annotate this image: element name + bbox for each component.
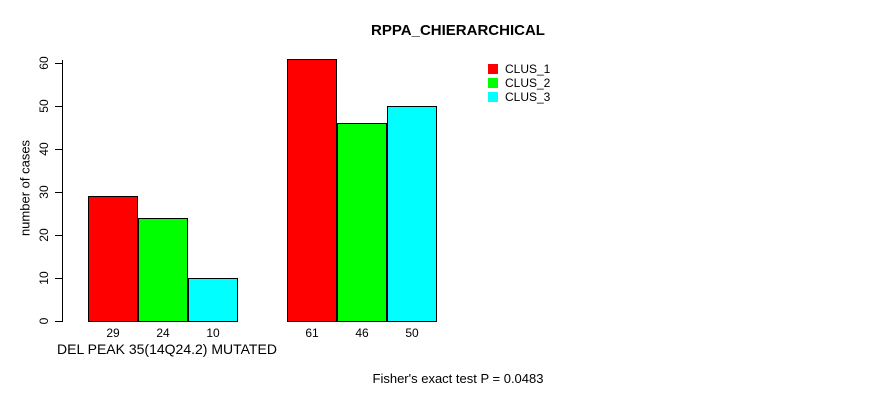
legend-swatch-icon [488,92,498,102]
y-tick-label: 10 [37,271,51,285]
bar-value-label: 10 [206,326,220,340]
bar-clus_1-group1 [88,196,138,322]
bar-value-label: 29 [106,326,120,340]
legend-item: CLUS_2 [488,76,550,90]
fisher-test-annotation: Fisher's exact test P = 0.0483 [372,371,544,386]
y-tick-label: 0 [37,317,51,325]
legend-item: CLUS_1 [488,62,550,76]
bar-value-label: 24 [156,326,170,340]
x-axis-title: DEL PEAK 35(14Q24.2) MUTATED [57,341,277,357]
bar-clus_1-group2 [287,59,337,322]
bar-clus_2-group1 [138,218,188,322]
legend-item-label: CLUS_2 [505,76,551,90]
y-tick-label: 30 [37,185,51,199]
bar-clus_2-group2 [337,123,387,322]
y-axis-line [62,60,63,322]
y-tick-label: 20 [37,228,51,242]
y-tick-mark [55,148,63,150]
chart-title: RPPA_CHIERARCHICAL [371,22,545,39]
bar-value-label: 50 [405,326,419,340]
bar-value-label: 46 [355,326,369,340]
y-tick-mark [55,105,63,107]
y-tick-label: 50 [37,99,51,113]
y-tick-mark [55,320,63,322]
bar-clus_3-group2 [387,106,437,322]
legend-item-label: CLUS_1 [505,62,551,76]
legend-swatch-icon [488,78,498,88]
y-tick-mark [55,191,63,193]
y-tick-label: 60 [37,56,51,70]
bar-clus_3-group1 [188,278,238,322]
y-tick-mark [55,277,63,279]
y-tick-mark [55,62,63,64]
legend-swatch-icon [488,64,498,74]
legend: CLUS_1 CLUS_2 CLUS_3 [488,62,550,104]
legend-item: CLUS_3 [488,90,550,104]
y-axis-title: number of cases [17,139,33,237]
y-tick-mark [55,234,63,236]
legend-item-label: CLUS_3 [505,90,551,104]
bar-value-label: 61 [305,326,319,340]
y-tick-label: 40 [37,142,51,156]
